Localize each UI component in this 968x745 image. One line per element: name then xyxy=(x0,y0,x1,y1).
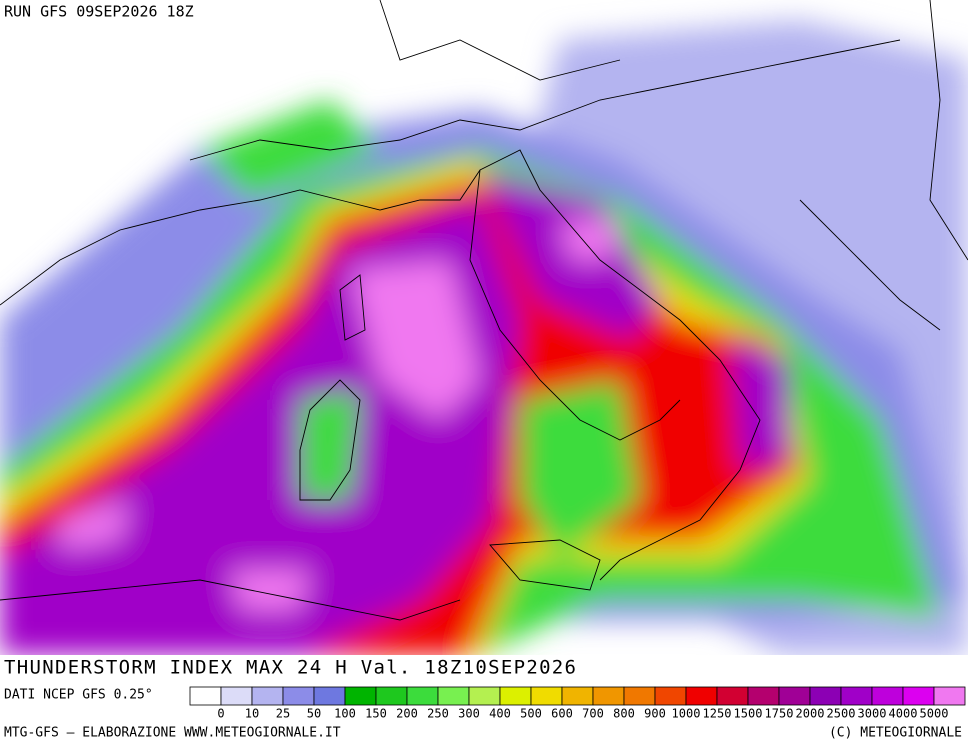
colorbar-label: 10 xyxy=(245,707,259,721)
colorbar-label: 1250 xyxy=(703,707,732,721)
colorbar-label: 900 xyxy=(644,707,666,721)
colorbar-label: 800 xyxy=(613,707,635,721)
map-field xyxy=(0,0,968,655)
colorbar-label: 1000 xyxy=(672,707,701,721)
colorbar: 0 10 25 50 100 150 200 250 300 400 500 600 700 800 900… xyxy=(189,686,966,721)
colorbar-swatch xyxy=(189,686,222,706)
colorbar-label: 2500 xyxy=(827,707,856,721)
colorbar-swatch xyxy=(530,686,563,706)
colorbar-label: 700 xyxy=(582,707,604,721)
colorbar-swatch xyxy=(809,686,842,706)
colorbar-swatch xyxy=(220,686,253,706)
colorbar-swatch xyxy=(623,686,656,706)
colorbar-swatch xyxy=(654,686,687,706)
colorbar-swatch xyxy=(747,686,780,706)
map-title: THUNDERSTORM INDEX MAX 24 H Val. 18Z10SE… xyxy=(4,657,576,679)
colorbar-label: 250 xyxy=(427,707,449,721)
colorbar-label: 200 xyxy=(396,707,418,721)
run-label: RUN GFS 09SEP2026 18Z xyxy=(4,3,194,21)
colorbar-swatch xyxy=(902,686,935,706)
colorbar-swatch xyxy=(778,686,811,706)
colorbar-swatch xyxy=(344,686,377,706)
colorbar-label: 300 xyxy=(458,707,480,721)
colorbar-swatch xyxy=(468,686,501,706)
colorbar-swatch xyxy=(685,686,718,706)
colorbar-label: 4000 xyxy=(889,707,918,721)
colorbar-swatch xyxy=(251,686,284,706)
colorbar-label: 100 xyxy=(334,707,356,721)
colorbar-swatch xyxy=(840,686,873,706)
colorbar-label: 25 xyxy=(276,707,290,721)
colorbar-swatch xyxy=(933,686,966,706)
colorbar-label: 2000 xyxy=(796,707,825,721)
colorbar-label: 400 xyxy=(489,707,511,721)
colorbar-label: 3000 xyxy=(858,707,887,721)
colorbar-label: 1750 xyxy=(765,707,794,721)
colorbar-label: 150 xyxy=(365,707,387,721)
colorbar-swatch xyxy=(561,686,594,706)
colorbar-swatch xyxy=(313,686,346,706)
colorbar-label: 50 xyxy=(307,707,321,721)
colorbar-swatch xyxy=(406,686,439,706)
colorbar-label: 1500 xyxy=(734,707,763,721)
colorbar-swatch xyxy=(871,686,904,706)
colorbar-label: 600 xyxy=(551,707,573,721)
colorbar-label: 5000 xyxy=(920,707,949,721)
colorbar-label: 500 xyxy=(520,707,542,721)
colorbar-swatch xyxy=(375,686,408,706)
colorbar-swatch xyxy=(437,686,470,706)
colorbar-label: 0 xyxy=(217,707,224,721)
data-source: DATI NCEP GFS 0.25° xyxy=(4,688,153,703)
colorbar-swatch xyxy=(716,686,749,706)
colorbar-swatch xyxy=(499,686,532,706)
colorbar-swatch xyxy=(592,686,625,706)
colorbar-swatch xyxy=(282,686,315,706)
copyright: (C) METEOGIORNALE xyxy=(829,726,962,741)
credit: MTG-GFS — ELABORAZIONE WWW.METEOGIORNALE… xyxy=(4,726,341,741)
